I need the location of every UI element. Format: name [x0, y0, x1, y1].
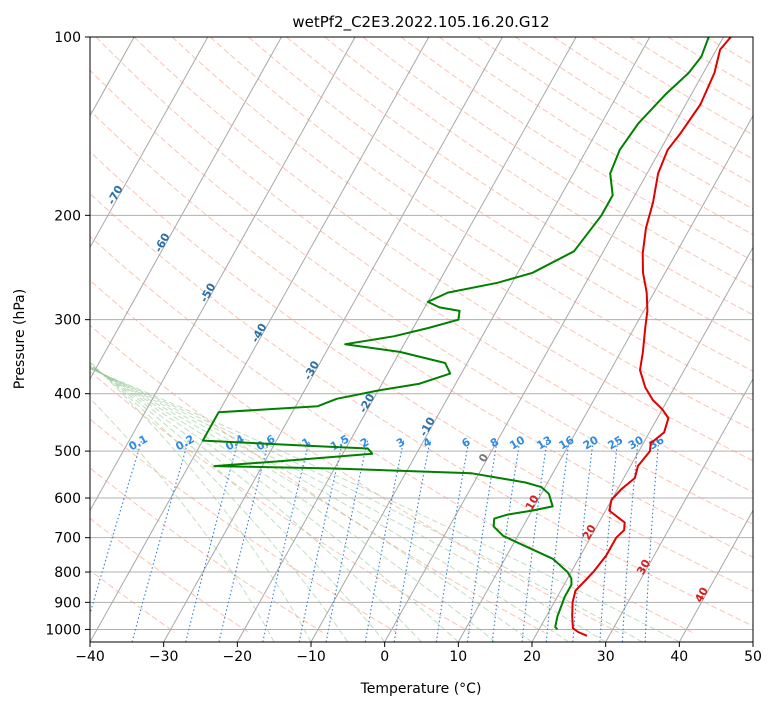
chart-title: wetPf2_C2E3.2022.105.16.20.G12 — [292, 13, 549, 32]
x-axis-label: Temperature (°C) — [360, 681, 482, 697]
y-tick-label: 800 — [54, 565, 81, 581]
x-tick-label: −20 — [223, 649, 253, 665]
x-tick-label: −10 — [296, 649, 326, 665]
y-tick-label: 1000 — [45, 622, 81, 638]
y-tick-label: 600 — [54, 491, 81, 507]
x-tick-label: 50 — [744, 649, 762, 665]
x-tick-label: −30 — [149, 649, 179, 665]
x-tick-label: 0 — [380, 649, 389, 665]
y-tick-label: 400 — [54, 387, 81, 403]
y-tick-label: 900 — [54, 595, 81, 611]
y-tick-label: 100 — [54, 30, 81, 46]
y-tick-label: 500 — [54, 444, 81, 460]
y-tick-label: 300 — [54, 313, 81, 329]
x-tick-label: 40 — [670, 649, 688, 665]
x-tick-label: 20 — [523, 649, 541, 665]
y-axis-label: Pressure (hPa) — [12, 289, 28, 389]
x-tick-label: 30 — [597, 649, 615, 665]
x-tick-label: −40 — [75, 649, 105, 665]
x-tick-label: 10 — [449, 649, 467, 665]
y-tick-label: 200 — [54, 208, 81, 224]
y-tick-label: 700 — [54, 531, 81, 547]
